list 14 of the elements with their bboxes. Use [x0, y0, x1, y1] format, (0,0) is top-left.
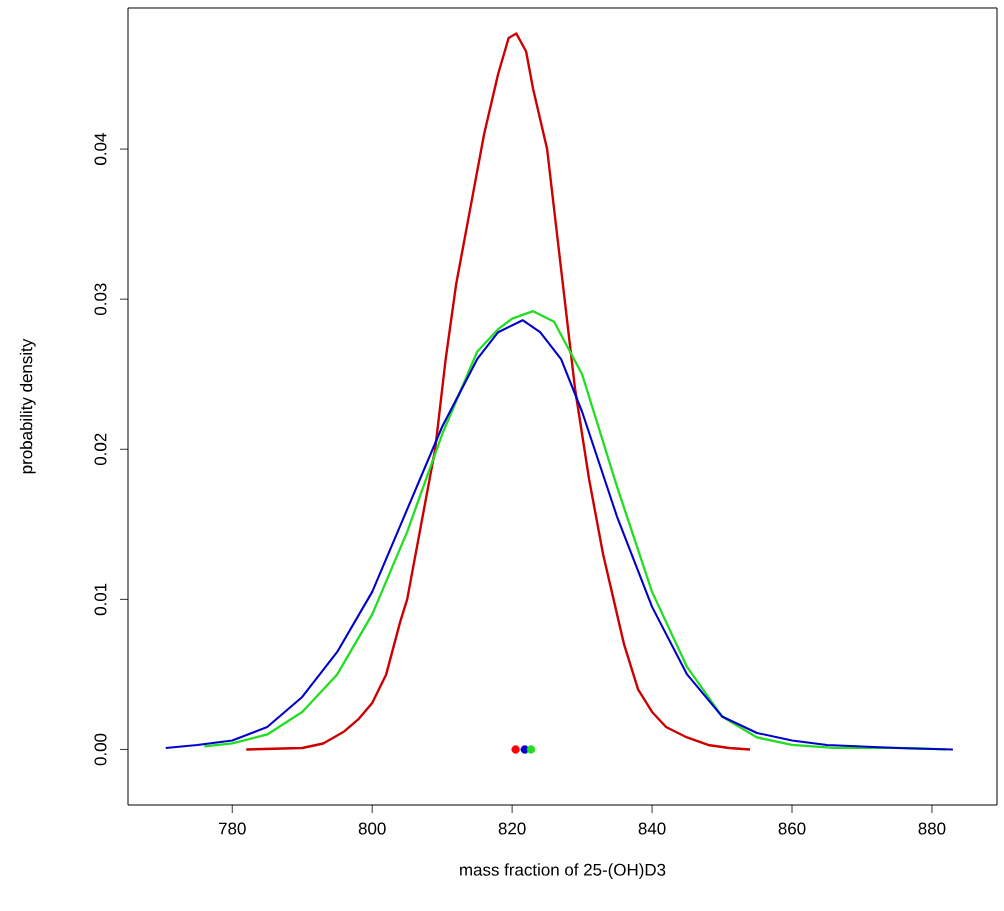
x-tick-label: 860	[778, 822, 806, 835]
y-tick-label: 0.00	[94, 733, 107, 766]
x-tick-label: 780	[219, 822, 246, 835]
y-tick-label: 0.04	[94, 133, 107, 165]
x-tick-label: 800	[358, 822, 386, 835]
y-tick-label: 0.01	[94, 583, 107, 616]
y-axis-title: probability density	[19, 338, 36, 474]
y-tick-label: 0.02	[94, 433, 107, 466]
x-tick-label: 820	[498, 822, 526, 835]
x-axis-title: mass fraction of 25-(OH)D3	[460, 863, 666, 880]
x-tick-label: 880	[918, 822, 946, 835]
x-tick-label: 840	[638, 822, 666, 835]
line-series	[245, 32, 752, 751]
y-tick-label: 0.03	[94, 283, 107, 315]
